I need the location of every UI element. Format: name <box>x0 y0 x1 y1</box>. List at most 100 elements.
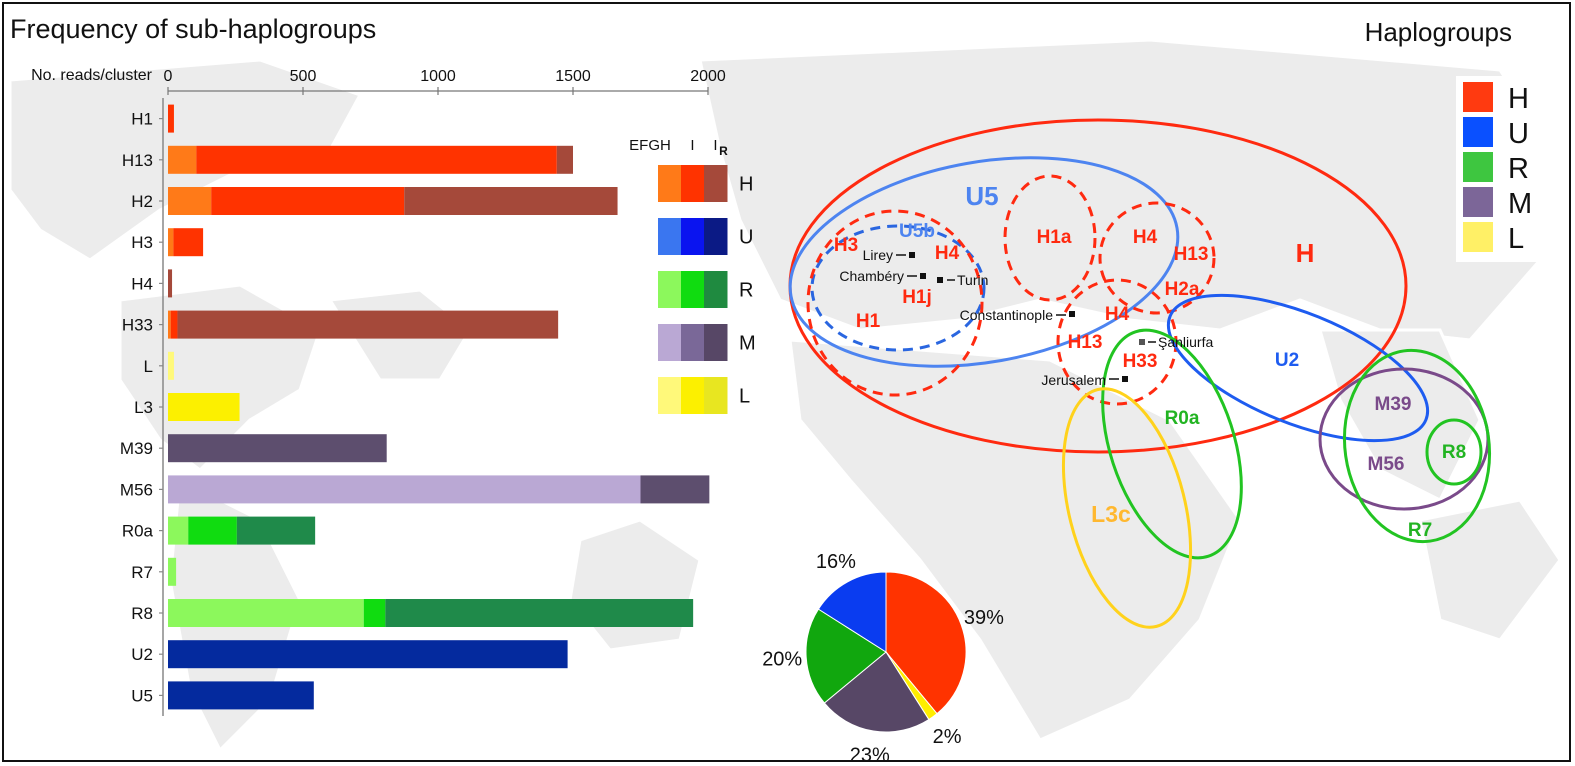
region-label-R8: R8 <box>1442 442 1466 463</box>
legend-title: Haplogroups <box>1365 17 1512 47</box>
ellipse-R7 <box>1342 348 1492 544</box>
place-turin: Turin <box>957 272 988 288</box>
key-row-label: R <box>739 280 753 302</box>
bar-segment-M56-EFGH <box>168 475 641 504</box>
category-label: H2 <box>131 192 153 211</box>
region-label-H2a: H2a <box>1165 279 1200 300</box>
category-label: H33 <box>122 316 153 335</box>
key-header: EFGH <box>629 137 671 154</box>
ellipse-H1a <box>1003 174 1097 302</box>
x-tick-label: 1000 <box>420 68 456 85</box>
bar-segment-H33-I <box>170 310 178 339</box>
region-label-H: H <box>1296 238 1315 268</box>
category-label: L <box>144 357 153 376</box>
bar-segment-R0a-IR <box>236 516 316 545</box>
legend-label-M: M <box>1508 188 1532 220</box>
region-label-H13-south: H13 <box>1068 332 1103 353</box>
category-label: H1 <box>131 110 153 129</box>
key-header-subscript: R <box>719 144 728 158</box>
pie-label-H: 39% <box>964 607 1004 629</box>
panel-title: Frequency of sub-haplogroups <box>10 14 376 44</box>
bar-segment-H3-EFGH <box>168 228 174 257</box>
category-label: H13 <box>122 151 153 170</box>
pie-chart: 39% 2% 23% 20% 16% <box>762 551 1004 766</box>
key-row-label: L <box>739 386 750 408</box>
region-label-H4-west: H4 <box>935 243 960 264</box>
x-axis-label: No. reads/cluster <box>31 67 153 84</box>
legend-swatch-R <box>1463 152 1493 182</box>
key-swatch-L-1 <box>681 377 705 414</box>
place-jerusalem: Jerusalem <box>1041 372 1106 388</box>
marker-lirey <box>909 252 915 258</box>
bar-segment-R8-EFGH <box>168 599 364 627</box>
region-label-R7: R7 <box>1408 520 1432 541</box>
marker-jerusalem <box>1122 376 1128 382</box>
region-label-H3: H3 <box>834 235 858 256</box>
bar-segment-U2-IR <box>168 640 568 669</box>
bar-segment-U5-IR <box>168 681 314 710</box>
pie-slice-U <box>817 571 887 653</box>
key-swatch-M-1 <box>681 324 705 361</box>
key-swatch-M-2 <box>704 324 728 361</box>
ellipse-U5b <box>810 224 986 352</box>
key-swatch-H-1 <box>681 165 705 202</box>
marker-chambery <box>920 273 926 279</box>
legend-label-U: U <box>1508 118 1529 150</box>
region-label-H1j: H1j <box>902 287 932 308</box>
bar-segment-H13-IR <box>556 145 573 174</box>
ellipse-L3c <box>1061 387 1193 629</box>
region-label-R0a: R0a <box>1165 408 1200 429</box>
category-label: H4 <box>131 274 153 293</box>
region-label-H13-east: H13 <box>1174 244 1209 265</box>
category-label: R8 <box>131 604 153 623</box>
marker-constantinople <box>1069 311 1075 317</box>
region-label-H4-east: H4 <box>1133 227 1158 248</box>
key-swatch-L-2 <box>704 377 728 414</box>
x-tick-label: 2000 <box>690 68 726 85</box>
pie-label-M: 23% <box>850 745 890 766</box>
bar-segment-H2-EFGH <box>168 187 212 215</box>
bar-segment-H13-I <box>196 145 557 174</box>
legend-swatch-H <box>1463 82 1493 112</box>
key-swatch-H-2 <box>704 165 728 202</box>
bar-segment-M56-IR <box>640 475 710 504</box>
category-label: R7 <box>131 563 153 582</box>
key-header: I <box>690 137 694 154</box>
bar-segment-R7-EFGH <box>168 557 177 586</box>
key-swatch-M-0 <box>658 324 682 361</box>
key-swatch-U-2 <box>704 218 728 255</box>
place-sanliurfa: Şanliurfa <box>1158 334 1213 350</box>
region-label-M56: M56 <box>1368 454 1405 475</box>
key-swatch-U-1 <box>681 218 705 255</box>
region-label-H33: H33 <box>1123 351 1158 372</box>
pie-label-L: 2% <box>933 726 962 748</box>
x-axis: 0 500 1000 1500 2000 <box>159 68 726 716</box>
bar-series: H1 H13 H2 H3 H4 H33 L L3 M39 M56 R0a R7 R8 U2 U5 <box>120 104 710 710</box>
key-swatch-R-2 <box>704 271 728 308</box>
bar-segment-H33-IR <box>177 310 559 339</box>
category-label: H3 <box>131 233 153 252</box>
region-label-M39: M39 <box>1375 394 1412 415</box>
ellipse-R0a <box>1101 328 1243 560</box>
marker-sanliurfa <box>1139 339 1145 345</box>
legend-swatch-M <box>1463 187 1493 217</box>
bar-segment-H1-I <box>168 104 174 133</box>
region-label-U2: U2 <box>1275 350 1299 371</box>
bar-segment-M39-IR <box>168 434 387 463</box>
bar-segment-H33-EFGH <box>168 310 171 339</box>
region-label-H1: H1 <box>856 311 881 332</box>
bar-segment-H13-EFGH <box>168 145 197 174</box>
legend-label-R: R <box>1508 153 1529 185</box>
map-places: Lirey Chambéry Turin Constantinople Şanl… <box>839 247 1213 388</box>
map-region-labels: H U5 U5b H3 H4 H1j H1 H1a H4 H13 H2a H4 … <box>834 181 1466 541</box>
legend-label-L: L <box>1508 223 1524 255</box>
key-row-label: U <box>739 227 753 249</box>
map-ellipses <box>788 118 1492 629</box>
category-label: M56 <box>120 480 153 499</box>
key-swatch-H-0 <box>658 165 682 202</box>
category-label: L3 <box>134 398 153 417</box>
key-header: I <box>713 137 717 154</box>
marker-turin <box>937 277 943 283</box>
place-chambery: Chambéry <box>839 268 904 284</box>
